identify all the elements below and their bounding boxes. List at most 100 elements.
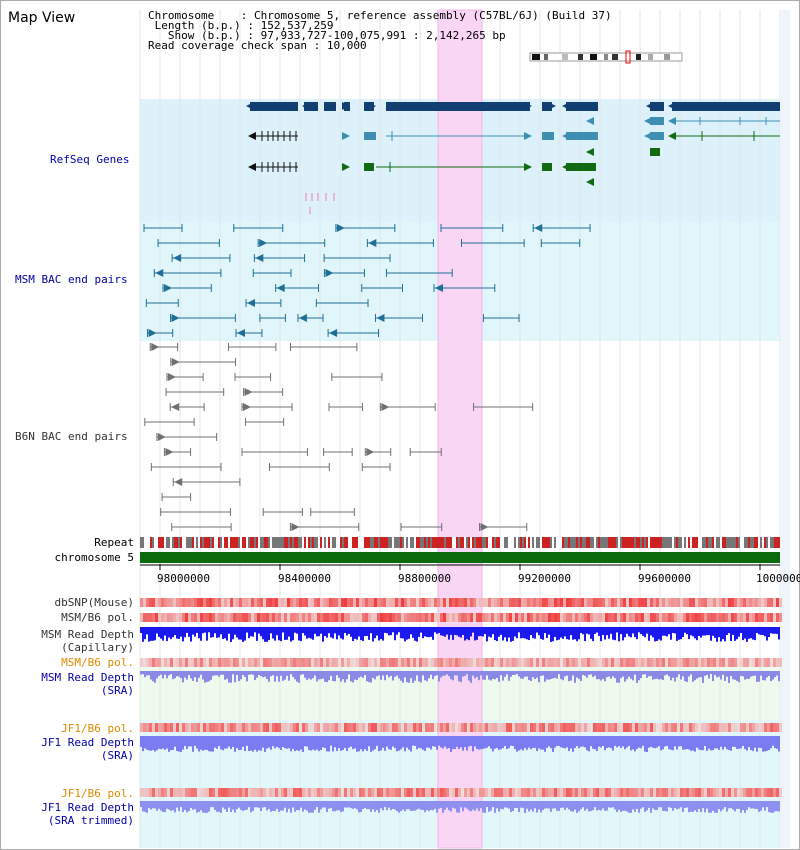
depth-bar: [562, 736, 564, 748]
repeat-bar: [674, 537, 676, 548]
jf1-depth-trim-label[interactable]: JF1 Read Depth: [41, 801, 134, 814]
depth-bar: [536, 801, 538, 813]
repeat-bar: [388, 537, 390, 548]
gene-exon: [566, 132, 598, 140]
polymorphism-cell: [158, 598, 161, 607]
repeat-bar: [214, 537, 216, 548]
polymorphism-cell: [548, 788, 551, 797]
depth-bar: [672, 801, 674, 811]
strand-arrow: [248, 132, 256, 140]
polymorphism-cell: [530, 723, 533, 732]
depth-bar: [770, 801, 772, 813]
depth-bar: [242, 736, 244, 747]
polymorphism-cell: [149, 723, 152, 732]
depth-bar: [756, 801, 758, 809]
polymorphism-cell: [251, 723, 254, 732]
repeat-bar: [300, 537, 302, 548]
polymorphism-cell: [326, 788, 329, 797]
msm-bac-label[interactable]: MSM BAC end pairs: [15, 273, 128, 286]
polymorphism-cell: [686, 598, 689, 607]
depth-bar: [246, 801, 248, 810]
depth-bar: [716, 671, 718, 678]
depth-bar: [768, 736, 770, 751]
polymorphism-cell: [251, 788, 254, 797]
msm-bac-arrow: [336, 224, 345, 232]
depth-bar: [448, 801, 450, 811]
polymorphism-cell: [485, 613, 488, 622]
depth-bar: [770, 736, 772, 749]
repeat-bar: [566, 537, 568, 548]
b6n-bac-arrow: [165, 448, 174, 456]
depth-bar: [576, 801, 578, 813]
polymorphism-cell: [482, 723, 485, 732]
polymorphism-cell: [146, 613, 149, 622]
depth-bar: [356, 736, 358, 752]
msm-bac-arrow: [298, 314, 307, 322]
depth-bar: [176, 801, 178, 808]
polymorphism-cell: [170, 788, 173, 797]
polymorphism-cell: [530, 598, 533, 607]
depth-bar: [158, 627, 160, 637]
depth-bar: [342, 671, 344, 680]
polymorphism-cell: [380, 598, 383, 607]
depth-bar: [450, 736, 452, 752]
polymorphism-cell: [407, 788, 410, 797]
polymorphism-cell: [230, 723, 233, 732]
depth-bar: [694, 801, 696, 811]
depth-bar: [770, 671, 772, 682]
depth-bar: [662, 801, 664, 811]
polymorphism-cell: [446, 658, 449, 667]
polymorphism-cell: [314, 723, 317, 732]
depth-bar: [490, 671, 492, 681]
depth-bar: [256, 736, 258, 752]
depth-bar: [522, 801, 524, 808]
depth-bar: [298, 736, 300, 752]
depth-bar: [350, 627, 352, 637]
repeat-bar: [356, 537, 358, 548]
polymorphism-cell: [347, 788, 350, 797]
depth-bar: [310, 736, 312, 751]
repeat-bar: [352, 537, 354, 548]
ideogram-band: [604, 54, 608, 60]
depth-bar: [712, 801, 714, 811]
b6n-bac-label[interactable]: B6N BAC end pairs: [15, 430, 128, 443]
repeat-bar: [376, 537, 378, 548]
polymorphism-cell: [668, 788, 671, 797]
depth-bar: [238, 671, 240, 682]
repeat-bar: [572, 537, 574, 548]
polymorphism-cell: [572, 598, 575, 607]
depth-bar: [700, 627, 702, 638]
polymorphism-cell: [704, 788, 707, 797]
polymorphism-cell: [344, 613, 347, 622]
repeat-bar: [670, 537, 672, 548]
depth-bar: [458, 801, 460, 813]
polymorphism-cell: [188, 598, 191, 607]
depth-bar: [416, 627, 418, 642]
polymorphism-cell: [710, 658, 713, 667]
repeat-bar: [422, 537, 424, 548]
depth-bar: [614, 671, 616, 679]
polymorphism-cell: [206, 658, 209, 667]
depth-bar: [586, 736, 588, 751]
strand-arrow: [548, 102, 556, 110]
polymorphism-cell: [515, 788, 518, 797]
depth-bar: [206, 627, 208, 641]
msm-depth-sra-label[interactable]: MSM Read Depth: [41, 671, 134, 684]
depth-bar: [182, 627, 184, 642]
depth-bar: [542, 671, 544, 676]
repeat-bar: [280, 537, 282, 548]
depth-bar: [222, 801, 224, 808]
repeat-bar: [528, 537, 530, 548]
refseq-genes-label[interactable]: RefSeq Genes: [50, 153, 130, 166]
repeat-bar: [266, 537, 268, 548]
depth-bar: [706, 671, 708, 675]
depth-bar: [482, 801, 484, 813]
depth-bar: [290, 801, 292, 813]
polymorphism-cell: [551, 658, 554, 667]
jf1-depth-sra-label[interactable]: JF1 Read Depth: [41, 736, 134, 749]
depth-bar: [270, 736, 272, 750]
polymorphism-cell: [209, 658, 212, 667]
depth-bar: [664, 627, 666, 636]
repeat-bar: [154, 537, 156, 548]
depth-bar: [234, 801, 236, 813]
